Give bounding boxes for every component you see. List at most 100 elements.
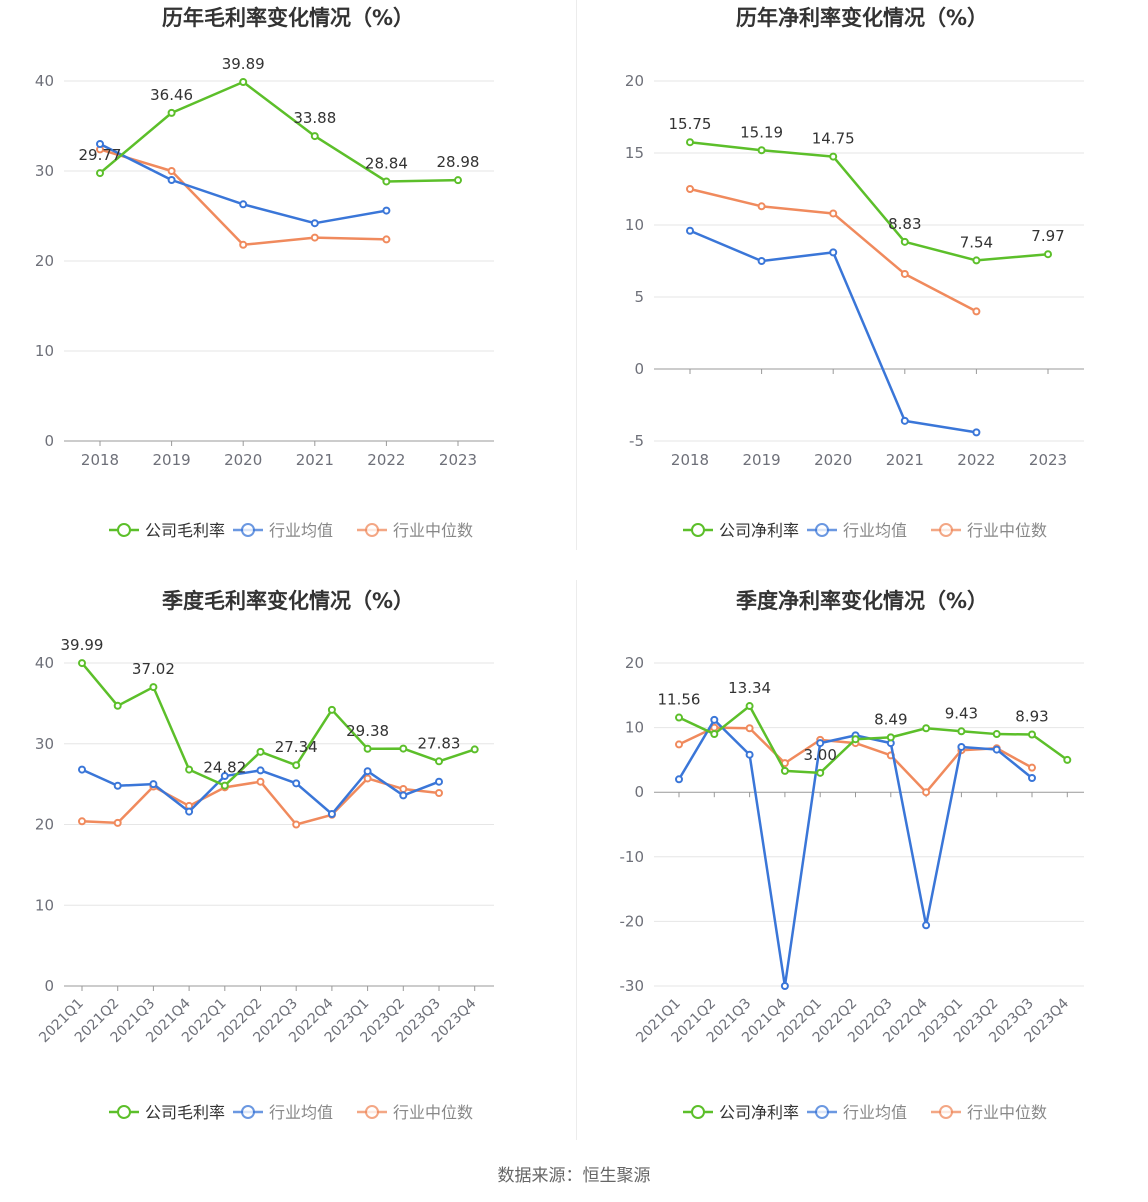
data-point <box>113 701 122 710</box>
legend-label: 公司毛利率 <box>145 521 225 540</box>
series-line-1 <box>678 704 1069 775</box>
data-label: 13.34 <box>728 679 771 697</box>
data-point <box>382 206 391 215</box>
data-point <box>292 820 301 829</box>
data-label: 7.54 <box>960 233 993 251</box>
data-label: 9.43 <box>945 704 978 722</box>
data-point <box>149 683 158 692</box>
legend-marker <box>939 1105 953 1119</box>
y-tick-label: -20 <box>620 912 645 930</box>
x-tick-label: 2023 <box>1029 451 1067 469</box>
legend-marker <box>117 1105 131 1119</box>
data-point <box>686 185 694 193</box>
x-tick-label: 2020 <box>814 451 852 469</box>
y-tick-label: 0 <box>44 432 54 450</box>
data-label: 3.00 <box>803 746 836 764</box>
y-tick-label: -30 <box>620 977 645 995</box>
data-point <box>239 200 248 209</box>
y-tick-label: 30 <box>35 162 54 180</box>
x-tick-label: 2022 <box>957 451 995 469</box>
data-point <box>382 177 391 186</box>
source-note: 数据来源：恒生聚源 <box>497 1166 651 1186</box>
panel-divider <box>576 0 577 550</box>
series-line-2 <box>677 718 1033 988</box>
chart-title: 季度毛利率变化情况（%） <box>162 589 414 613</box>
data-point <box>922 788 931 797</box>
data-point <box>900 416 909 425</box>
data-point <box>922 921 931 930</box>
data-point <box>292 761 301 770</box>
legend-marker <box>815 523 829 537</box>
y-tick-label: 10 <box>625 216 644 234</box>
data-point <box>399 791 408 800</box>
data-label: 37.02 <box>132 660 175 678</box>
data-label: 39.99 <box>61 636 104 654</box>
data-label: 24.82 <box>203 759 246 777</box>
series-line-2 <box>81 768 440 816</box>
y-tick-label: 30 <box>35 735 54 753</box>
data-point <box>310 219 319 228</box>
data-point <box>435 757 443 766</box>
chart-panel-3: 季度毛利率变化情况（%）0102030402021Q12021Q22021Q32… <box>35 589 494 1122</box>
data-point <box>220 772 229 781</box>
chart-panel-1: 历年毛利率变化情况（%） 0 10 20 30 40 2018 2019 2020 2021 202… <box>35 6 494 540</box>
legend-label: 公司净利率 <box>719 1103 799 1122</box>
y-tick-label: 10 <box>625 719 644 737</box>
data-point <box>239 77 248 86</box>
data-point <box>972 428 981 437</box>
data-point <box>96 140 104 148</box>
data-point <box>310 233 319 242</box>
data-point <box>675 740 683 749</box>
data-point <box>435 777 443 786</box>
data-point <box>167 108 176 117</box>
data-point <box>78 659 86 668</box>
data-label: 8.93 <box>1015 708 1048 726</box>
data-point <box>972 256 981 265</box>
legend-marker <box>117 523 131 537</box>
legend-label: 行业中位数 <box>393 1103 473 1122</box>
series-line-2 <box>99 142 387 225</box>
legend-label: 行业中位数 <box>393 521 473 540</box>
legend-marker <box>241 523 255 537</box>
legend-marker <box>939 523 953 537</box>
legend-label: 行业均值 <box>269 521 333 540</box>
data-point <box>327 810 336 819</box>
data-point <box>675 775 683 784</box>
x-tick-label: 2023 <box>439 451 477 469</box>
data-point <box>167 167 176 175</box>
chart-panel-4: 季度净利率变化情况（%）-30-20-10010202021Q12021Q220… <box>620 589 1084 1122</box>
legend-label: 公司净利率 <box>719 521 799 540</box>
data-label: 27.34 <box>275 738 318 756</box>
data-label: 15.75 <box>669 115 712 133</box>
data-point <box>922 724 931 733</box>
legend-marker <box>691 1105 705 1119</box>
data-point <box>900 237 909 246</box>
series-line-1 <box>81 662 476 787</box>
data-point <box>710 715 719 724</box>
series-line-2 <box>689 229 977 434</box>
data-point <box>780 766 789 775</box>
data-point <box>78 817 86 826</box>
data-point <box>757 202 766 211</box>
x-tick-label: 2021 <box>886 451 924 469</box>
data-point <box>220 781 229 790</box>
y-tick-label: 0 <box>44 977 54 995</box>
data-point <box>686 138 694 147</box>
data-point <box>382 235 391 244</box>
x-tick-label: 2018 <box>671 451 709 469</box>
x-tick-label: 2021 <box>296 451 334 469</box>
data-point <box>363 774 372 783</box>
data-point <box>1028 730 1036 739</box>
data-point <box>900 269 909 278</box>
legend-label: 公司毛利率 <box>145 1103 225 1122</box>
data-label: 8.83 <box>888 215 921 233</box>
y-tick-label: 10 <box>35 896 54 914</box>
y-tick-label: -10 <box>620 848 645 866</box>
x-tick-label: 2020 <box>224 451 262 469</box>
chart-title: 历年毛利率变化情况（%） <box>162 6 414 30</box>
legend-label: 行业均值 <box>269 1103 333 1122</box>
data-point <box>185 807 194 816</box>
series-line-3 <box>99 148 387 247</box>
data-label: 28.98 <box>437 153 480 171</box>
data-point <box>470 745 479 754</box>
